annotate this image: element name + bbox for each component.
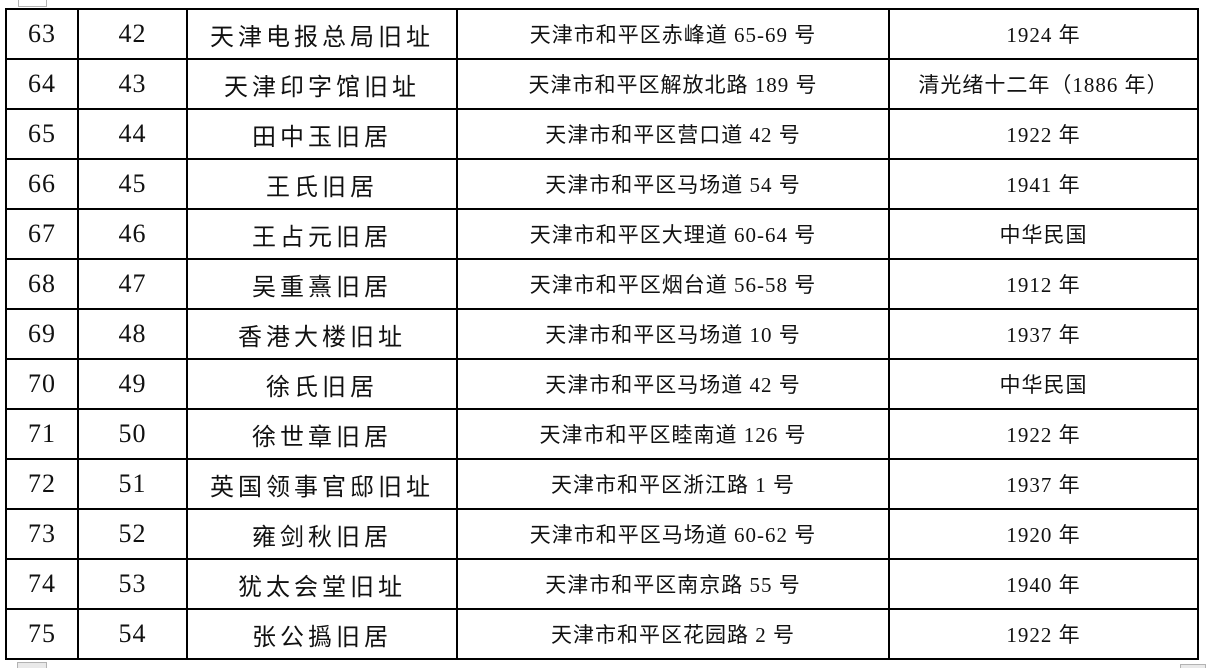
- site-name-cell: 英国领事官邸旧址: [186, 458, 458, 510]
- site-address-cell: 天津市和平区马场道 10 号: [456, 308, 890, 360]
- sequence-number-cell: 75: [5, 608, 79, 660]
- construction-year-cell: 清光绪十二年（1886 年）: [888, 58, 1199, 110]
- sequence-number-cell: 71: [5, 408, 79, 460]
- table-row: 68 47 吴重熹旧居 天津市和平区烟台道 56-58 号 1912 年: [5, 258, 1199, 310]
- construction-year-cell: 1937 年: [888, 458, 1199, 510]
- site-name-cell: 香港大楼旧址: [186, 308, 458, 360]
- sub-sequence-number-cell: 54: [77, 608, 188, 660]
- site-address-cell: 天津市和平区马场道 42 号: [456, 358, 890, 410]
- site-address-cell: 天津市和平区花园路 2 号: [456, 608, 890, 660]
- table-row: 75 54 张公撝旧居 天津市和平区花园路 2 号 1922 年: [5, 608, 1199, 660]
- construction-year-cell: 1922 年: [888, 108, 1199, 160]
- site-address-cell: 天津市和平区浙江路 1 号: [456, 458, 890, 510]
- sub-sequence-number-cell: 50: [77, 408, 188, 460]
- table-row: 71 50 徐世章旧居 天津市和平区睦南道 126 号 1922 年: [5, 408, 1199, 460]
- sequence-number-cell: 67: [5, 208, 79, 260]
- table-row: 72 51 英国领事官邸旧址 天津市和平区浙江路 1 号 1937 年: [5, 458, 1199, 510]
- construction-year-cell: 1912 年: [888, 258, 1199, 310]
- site-name-cell: 雍剑秋旧居: [186, 508, 458, 560]
- table-row: 69 48 香港大楼旧址 天津市和平区马场道 10 号 1937 年: [5, 308, 1199, 360]
- site-address-cell: 天津市和平区烟台道 56-58 号: [456, 258, 890, 310]
- table-row: 74 53 犹太会堂旧址 天津市和平区南京路 55 号 1940 年: [5, 558, 1199, 610]
- sub-sequence-number-cell: 47: [77, 258, 188, 310]
- construction-year-cell: 1920 年: [888, 508, 1199, 560]
- site-address-cell: 天津市和平区解放北路 189 号: [456, 58, 890, 110]
- historic-sites-table: 63 42 天津电报总局旧址 天津市和平区赤峰道 65-69 号 1924 年 …: [5, 8, 1199, 660]
- sequence-number-cell: 73: [5, 508, 79, 560]
- site-name-cell: 王占元旧居: [186, 208, 458, 260]
- sequence-number-cell: 74: [5, 558, 79, 610]
- sub-sequence-number-cell: 46: [77, 208, 188, 260]
- sub-sequence-number-cell: 51: [77, 458, 188, 510]
- table-row: 64 43 天津印字馆旧址 天津市和平区解放北路 189 号 清光绪十二年（18…: [5, 58, 1199, 110]
- sequence-number-cell: 65: [5, 108, 79, 160]
- site-name-cell: 王氏旧居: [186, 158, 458, 210]
- site-address-cell: 天津市和平区南京路 55 号: [456, 558, 890, 610]
- sub-sequence-number-cell: 42: [77, 8, 188, 60]
- site-name-cell: 天津电报总局旧址: [186, 8, 458, 60]
- cropped-content-fragment-top-left: [18, 0, 47, 7]
- sub-sequence-number-cell: 48: [77, 308, 188, 360]
- construction-year-cell: 1940 年: [888, 558, 1199, 610]
- construction-year-cell: 1922 年: [888, 608, 1199, 660]
- sequence-number-cell: 64: [5, 58, 79, 110]
- site-address-cell: 天津市和平区马场道 54 号: [456, 158, 890, 210]
- construction-year-cell: 中华民国: [888, 208, 1199, 260]
- sequence-number-cell: 70: [5, 358, 79, 410]
- site-name-cell: 犹太会堂旧址: [186, 558, 458, 610]
- sequence-number-cell: 69: [5, 308, 79, 360]
- cropped-content-fragment-bottom-left: [17, 662, 47, 668]
- sub-sequence-number-cell: 43: [77, 58, 188, 110]
- construction-year-cell: 1937 年: [888, 308, 1199, 360]
- site-name-cell: 张公撝旧居: [186, 608, 458, 660]
- construction-year-cell: 1941 年: [888, 158, 1199, 210]
- sequence-number-cell: 68: [5, 258, 79, 310]
- sequence-number-cell: 66: [5, 158, 79, 210]
- site-name-cell: 吴重熹旧居: [186, 258, 458, 310]
- site-address-cell: 天津市和平区马场道 60-62 号: [456, 508, 890, 560]
- sequence-number-cell: 72: [5, 458, 79, 510]
- site-name-cell: 田中玉旧居: [186, 108, 458, 160]
- table-row: 67 46 王占元旧居 天津市和平区大理道 60-64 号 中华民国: [5, 208, 1199, 260]
- site-address-cell: 天津市和平区大理道 60-64 号: [456, 208, 890, 260]
- construction-year-cell: 中华民国: [888, 358, 1199, 410]
- construction-year-cell: 1924 年: [888, 8, 1199, 60]
- sub-sequence-number-cell: 44: [77, 108, 188, 160]
- site-name-cell: 天津印字馆旧址: [186, 58, 458, 110]
- table-row: 66 45 王氏旧居 天津市和平区马场道 54 号 1941 年: [5, 158, 1199, 210]
- site-address-cell: 天津市和平区睦南道 126 号: [456, 408, 890, 460]
- table-row: 63 42 天津电报总局旧址 天津市和平区赤峰道 65-69 号 1924 年: [5, 8, 1199, 60]
- table-row: 65 44 田中玉旧居 天津市和平区营口道 42 号 1922 年: [5, 108, 1199, 160]
- sub-sequence-number-cell: 49: [77, 358, 188, 410]
- table-row: 70 49 徐氏旧居 天津市和平区马场道 42 号 中华民国: [5, 358, 1199, 410]
- sequence-number-cell: 63: [5, 8, 79, 60]
- table-row: 73 52 雍剑秋旧居 天津市和平区马场道 60-62 号 1920 年: [5, 508, 1199, 560]
- site-address-cell: 天津市和平区赤峰道 65-69 号: [456, 8, 890, 60]
- sub-sequence-number-cell: 52: [77, 508, 188, 560]
- table-body: 63 42 天津电报总局旧址 天津市和平区赤峰道 65-69 号 1924 年 …: [5, 8, 1199, 660]
- site-name-cell: 徐氏旧居: [186, 358, 458, 410]
- construction-year-cell: 1922 年: [888, 408, 1199, 460]
- sub-sequence-number-cell: 53: [77, 558, 188, 610]
- cropped-content-fragment-bottom-right: [1180, 664, 1206, 668]
- site-name-cell: 徐世章旧居: [186, 408, 458, 460]
- sub-sequence-number-cell: 45: [77, 158, 188, 210]
- site-address-cell: 天津市和平区营口道 42 号: [456, 108, 890, 160]
